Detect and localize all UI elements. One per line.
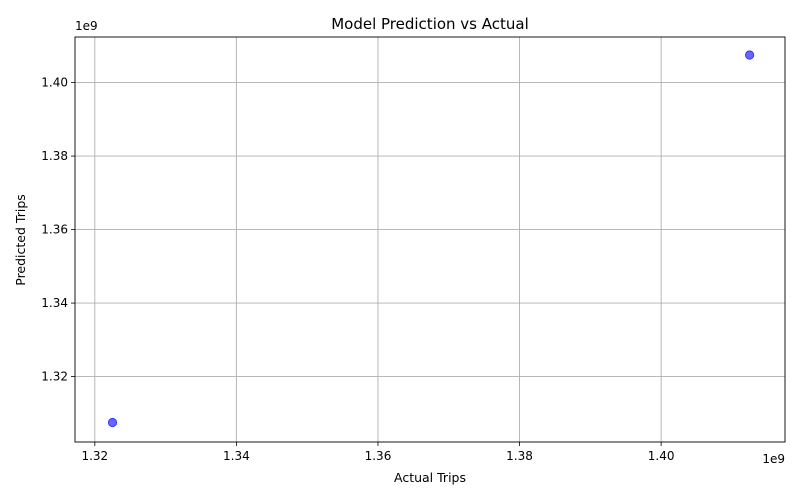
x-offset-label: 1e9	[762, 452, 785, 466]
y-tick-label: 1.36	[41, 223, 68, 237]
x-tick-label: 1.34	[223, 449, 250, 463]
data-points	[107, 50, 755, 428]
y-offset-label: 1e9	[75, 19, 98, 33]
y-tick-label: 1.38	[41, 149, 68, 163]
y-tick-label: 1.40	[41, 76, 68, 90]
plot-area	[74, 36, 786, 443]
grid	[75, 37, 785, 442]
y-axis-label: Predicted Trips	[13, 194, 28, 286]
x-tick-label: 1.32	[81, 449, 108, 463]
chart-title: Model Prediction vs Actual	[331, 15, 529, 33]
x-tick-label: 1.38	[506, 449, 533, 463]
y-tick-label: 1.32	[41, 370, 68, 384]
data-point	[745, 50, 755, 60]
x-axis-label: Actual Trips	[394, 470, 466, 485]
x-tick-label: 1.40	[648, 449, 675, 463]
x-tick-label: 1.36	[365, 449, 392, 463]
axis-ticks: 1.32 1.34 1.36 1.38 1.40 1.32 1.34 1.36 1.38 1.40	[41, 76, 674, 463]
data-point	[107, 417, 118, 428]
y-tick-label: 1.34	[41, 296, 68, 310]
